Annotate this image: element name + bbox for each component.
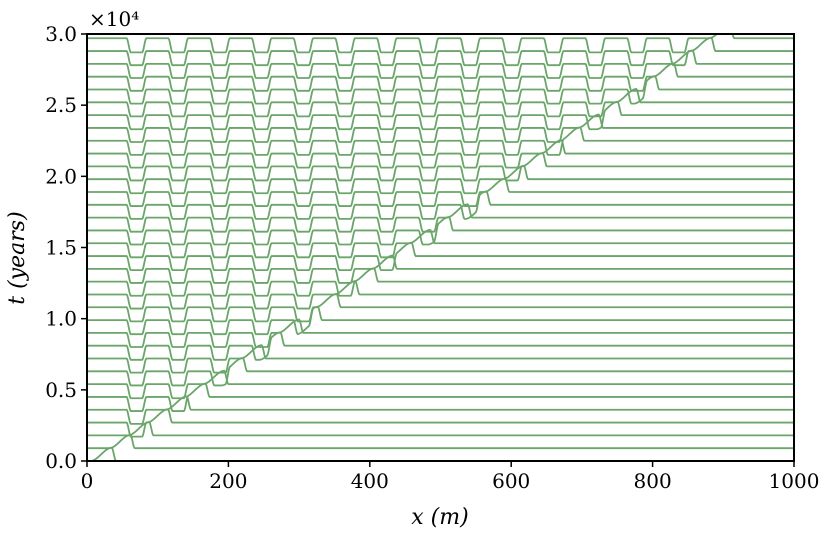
profile-line: [87, 177, 794, 207]
profile-line: [87, 164, 794, 195]
profile-line: [87, 152, 794, 182]
profile-line: [87, 293, 794, 323]
y-axis-multiplier: ×10⁴: [89, 7, 139, 31]
profile-line: [87, 433, 794, 450]
profile-line: [87, 139, 794, 169]
y-tick-label: 1.5: [45, 236, 77, 260]
x-tick-label: 200: [209, 469, 247, 493]
profile-line: [87, 280, 794, 310]
profile-line: [87, 203, 794, 233]
profile-line: [87, 318, 794, 348]
y-tick-label: 1.0: [45, 307, 77, 331]
profile-line: [87, 34, 794, 54]
profile-line: [87, 62, 794, 92]
profile-line: [87, 357, 794, 387]
y-tick-label: 2.5: [45, 93, 77, 117]
profile-line: [87, 305, 794, 336]
x-tick-label: 0: [81, 469, 94, 493]
profile-line: [87, 382, 794, 412]
profile-line: [87, 395, 794, 425]
y-ticks: 0.0 0.5 1.0 1.5 2.0 2.5 3.0: [45, 22, 87, 473]
profile-line: [87, 100, 794, 131]
x-tick-label: 400: [351, 469, 389, 493]
x-axis-label: x (m): [411, 505, 468, 530]
x-tick-label: 600: [492, 469, 530, 493]
y-axis-label: t (years): [5, 211, 30, 304]
profile-line: [87, 241, 794, 272]
profile-line: [87, 331, 794, 361]
profile-line: [87, 408, 794, 438]
profile-line: [87, 88, 794, 118]
profile-line: [87, 216, 794, 246]
profile-line: [87, 113, 794, 143]
profile-line: [87, 446, 794, 461]
x-tick-label: 800: [634, 469, 672, 493]
profile-line: [87, 75, 794, 105]
profile-line: [87, 421, 794, 437]
y-tick-label: 3.0: [45, 22, 77, 46]
profile-line: [87, 344, 794, 374]
y-tick-label: 0.0: [45, 449, 77, 473]
profile-line: [87, 190, 794, 220]
profile-line: [87, 229, 794, 259]
x-tick-label: 1000: [769, 469, 820, 493]
x-ticks: 0 200 400 600 800 1000: [81, 461, 820, 493]
profile-line: [87, 254, 794, 284]
y-tick-label: 0.5: [45, 378, 77, 402]
profile-series: [87, 34, 794, 461]
profile-line: [87, 49, 794, 79]
profile-line: [87, 36, 794, 67]
profile-line: [87, 126, 794, 156]
profile-line: [87, 369, 794, 400]
profile-line: [87, 267, 794, 297]
y-tick-label: 2.0: [45, 164, 77, 188]
